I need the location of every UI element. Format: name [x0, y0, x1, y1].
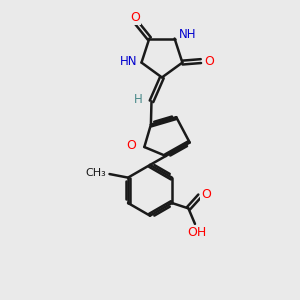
Text: O: O: [204, 55, 214, 68]
Text: NH: NH: [179, 28, 196, 40]
Text: OH: OH: [187, 226, 206, 239]
Text: O: O: [126, 139, 136, 152]
Text: H: H: [134, 93, 142, 106]
Text: O: O: [201, 188, 211, 201]
Text: O: O: [130, 11, 140, 23]
Text: HN: HN: [119, 55, 137, 68]
Text: CH₃: CH₃: [85, 168, 106, 178]
